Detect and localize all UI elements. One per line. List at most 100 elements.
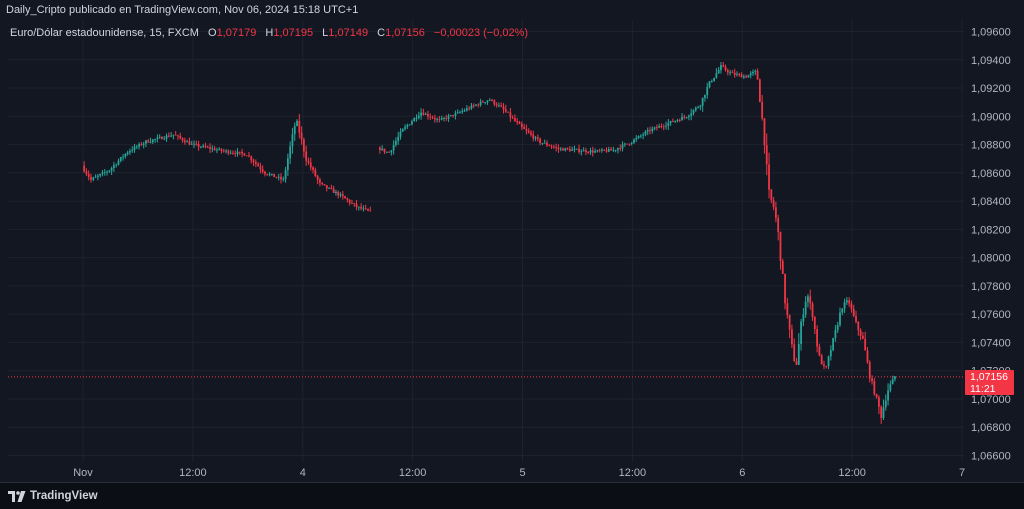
candle	[605, 147, 608, 153]
candle	[411, 119, 413, 126]
candle-body	[335, 191, 337, 193]
candle-body	[447, 115, 450, 119]
candle-body	[745, 76, 748, 78]
price-tick-label: 1,09000	[971, 111, 1011, 123]
candle-body	[298, 120, 301, 133]
candle	[749, 71, 752, 79]
tradingview-logo[interactable]: TradingView	[8, 490, 98, 502]
candle	[149, 137, 152, 144]
candle-body	[807, 296, 809, 302]
candle-body	[188, 141, 191, 145]
candle-body	[122, 156, 124, 158]
candle	[742, 74, 745, 79]
candle-body	[665, 125, 667, 127]
candle-body	[96, 175, 99, 177]
candle-body	[438, 119, 441, 120]
candle-body	[177, 135, 179, 137]
candle	[516, 117, 519, 125]
candle-body	[539, 138, 542, 144]
candle-body	[472, 105, 475, 107]
candle	[470, 102, 473, 111]
candle	[339, 192, 342, 198]
price-tick-label: 1,09600	[971, 27, 1011, 39]
price-chart[interactable]: 1,09600 1,09400 1,09200 1,09000 1,08800 1,086…	[0, 0, 1024, 482]
candle	[429, 113, 432, 121]
candle-body	[261, 169, 264, 172]
candle-body	[866, 350, 869, 363]
candle	[765, 133, 768, 176]
candle-body	[777, 218, 780, 233]
price-axis[interactable]: 1,09600 1,09400 1,09200 1,09000 1,08800 1,086…	[971, 27, 1011, 463]
symbol-label[interactable]: Euro/Dólar estadounidense, 15, FXCM	[10, 27, 199, 39]
time-tick-label: 4	[300, 467, 306, 479]
time-axis[interactable]: Nov 12:00 4 12:00 5 12:00 6 12:00 7	[73, 467, 965, 479]
candle	[784, 273, 786, 310]
candle	[241, 148, 243, 158]
candle-body	[268, 174, 271, 175]
candle	[578, 144, 580, 154]
price-tick-label: 1,08000	[971, 253, 1011, 265]
candle-body	[619, 148, 622, 149]
candle	[183, 137, 186, 145]
candle-body	[557, 147, 560, 149]
candle-body	[454, 113, 457, 116]
candle	[415, 114, 418, 122]
candle-body	[296, 120, 298, 126]
candle	[825, 365, 828, 369]
high-label: H	[265, 27, 274, 39]
candle-body	[507, 111, 509, 113]
open-value: 1,07179	[216, 27, 257, 39]
candle-body	[477, 104, 480, 106]
candle-body	[167, 135, 170, 137]
candle	[420, 108, 422, 120]
candle	[880, 405, 883, 424]
candle	[351, 199, 353, 205]
candle	[404, 124, 406, 131]
candle-body	[848, 300, 851, 304]
candle	[254, 159, 257, 168]
candle	[630, 141, 633, 146]
candle-body	[756, 70, 759, 80]
candle-body	[804, 301, 807, 315]
candle	[443, 116, 445, 122]
candle-body	[436, 119, 439, 120]
candle-body	[431, 117, 434, 119]
candle-body	[440, 118, 443, 120]
candle-body	[145, 140, 147, 144]
candle-body	[344, 196, 346, 199]
candle	[156, 134, 159, 143]
candle-body	[662, 126, 665, 128]
candle	[117, 158, 120, 166]
candle	[245, 155, 248, 157]
candle	[653, 126, 656, 131]
candle-body	[213, 148, 216, 151]
candle	[889, 380, 892, 393]
candle	[87, 170, 90, 181]
candle	[683, 114, 686, 120]
publisher-attribution: Daily_Cripto publicado en TradingView.co…	[6, 4, 359, 16]
candle	[832, 337, 835, 352]
candle-body	[651, 128, 654, 132]
candle-body	[161, 136, 163, 140]
candle	[408, 124, 411, 126]
candle	[747, 74, 750, 78]
candle-body	[420, 112, 422, 116]
candle	[298, 113, 301, 139]
candle	[843, 298, 846, 313]
candle-body	[621, 144, 624, 149]
candle-body	[541, 142, 544, 144]
candle	[610, 146, 612, 151]
candle-body	[362, 208, 365, 210]
candle-body	[488, 99, 491, 101]
candle	[715, 68, 718, 79]
candle	[364, 204, 367, 210]
candle	[424, 112, 427, 115]
candle	[491, 98, 493, 102]
candle	[514, 114, 516, 122]
candle-body	[568, 149, 571, 151]
candle-body	[836, 324, 839, 331]
candle	[293, 122, 296, 141]
candle	[562, 147, 564, 151]
candle	[158, 134, 161, 139]
candle-body	[701, 97, 704, 106]
